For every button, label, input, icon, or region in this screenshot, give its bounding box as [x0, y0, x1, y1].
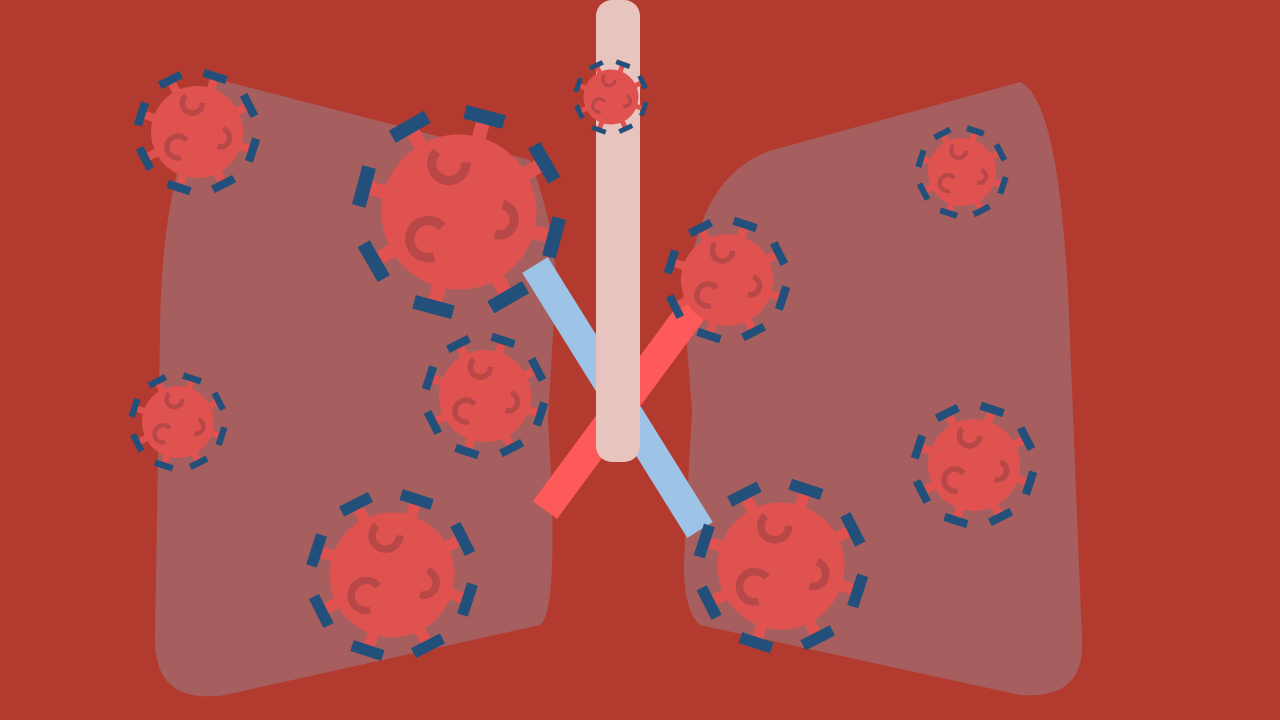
trachea — [596, 0, 640, 462]
